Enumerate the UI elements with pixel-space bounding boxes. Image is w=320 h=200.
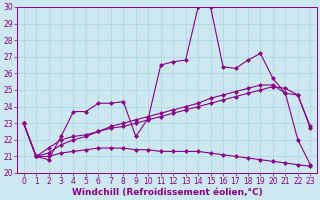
X-axis label: Windchill (Refroidissement éolien,°C): Windchill (Refroidissement éolien,°C) — [72, 188, 262, 197]
